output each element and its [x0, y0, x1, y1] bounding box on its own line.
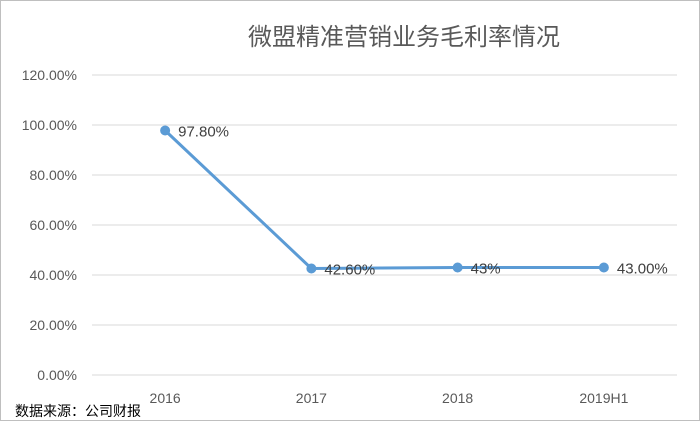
y-tick-label: 40.00%	[30, 267, 77, 283]
data-labels: 97.80% 42.60% 43% 43.00%	[178, 124, 668, 279]
grid-lines	[92, 74, 677, 376]
x-tick-label: 2018	[442, 390, 473, 406]
y-tick-label: 100.00%	[22, 117, 77, 133]
data-point	[160, 125, 171, 136]
data-label: 43.00%	[617, 261, 668, 278]
series-line	[164, 129, 604, 270]
x-tick-label: 2017	[296, 390, 327, 406]
y-tick-label: 120.00%	[22, 67, 77, 83]
x-tick-label: 2016	[150, 390, 181, 406]
source-note: 数据来源：公司财报	[15, 404, 141, 420]
data-label: 43%	[471, 261, 501, 278]
y-axis-ticks: 0.00% 20.00% 40.00% 60.00% 80.00% 100.00% 120.…	[22, 67, 77, 383]
chart-title: 微盟精准营销业务毛利率情况	[248, 23, 560, 51]
y-tick-label: 60.00%	[30, 217, 77, 233]
data-label: 97.80%	[178, 124, 229, 141]
y-tick-label: 0.00%	[37, 367, 77, 383]
y-tick-label: 80.00%	[30, 167, 77, 183]
series-layer	[160, 125, 609, 274]
data-point	[452, 262, 463, 273]
data-point	[306, 263, 317, 274]
data-label: 42.60%	[324, 262, 375, 279]
y-tick-label: 20.00%	[30, 317, 77, 333]
x-tick-label: 2019H1	[579, 390, 628, 406]
x-axis-ticks: 2016 2017 2018 2019H1	[150, 390, 629, 406]
data-point	[598, 262, 609, 273]
